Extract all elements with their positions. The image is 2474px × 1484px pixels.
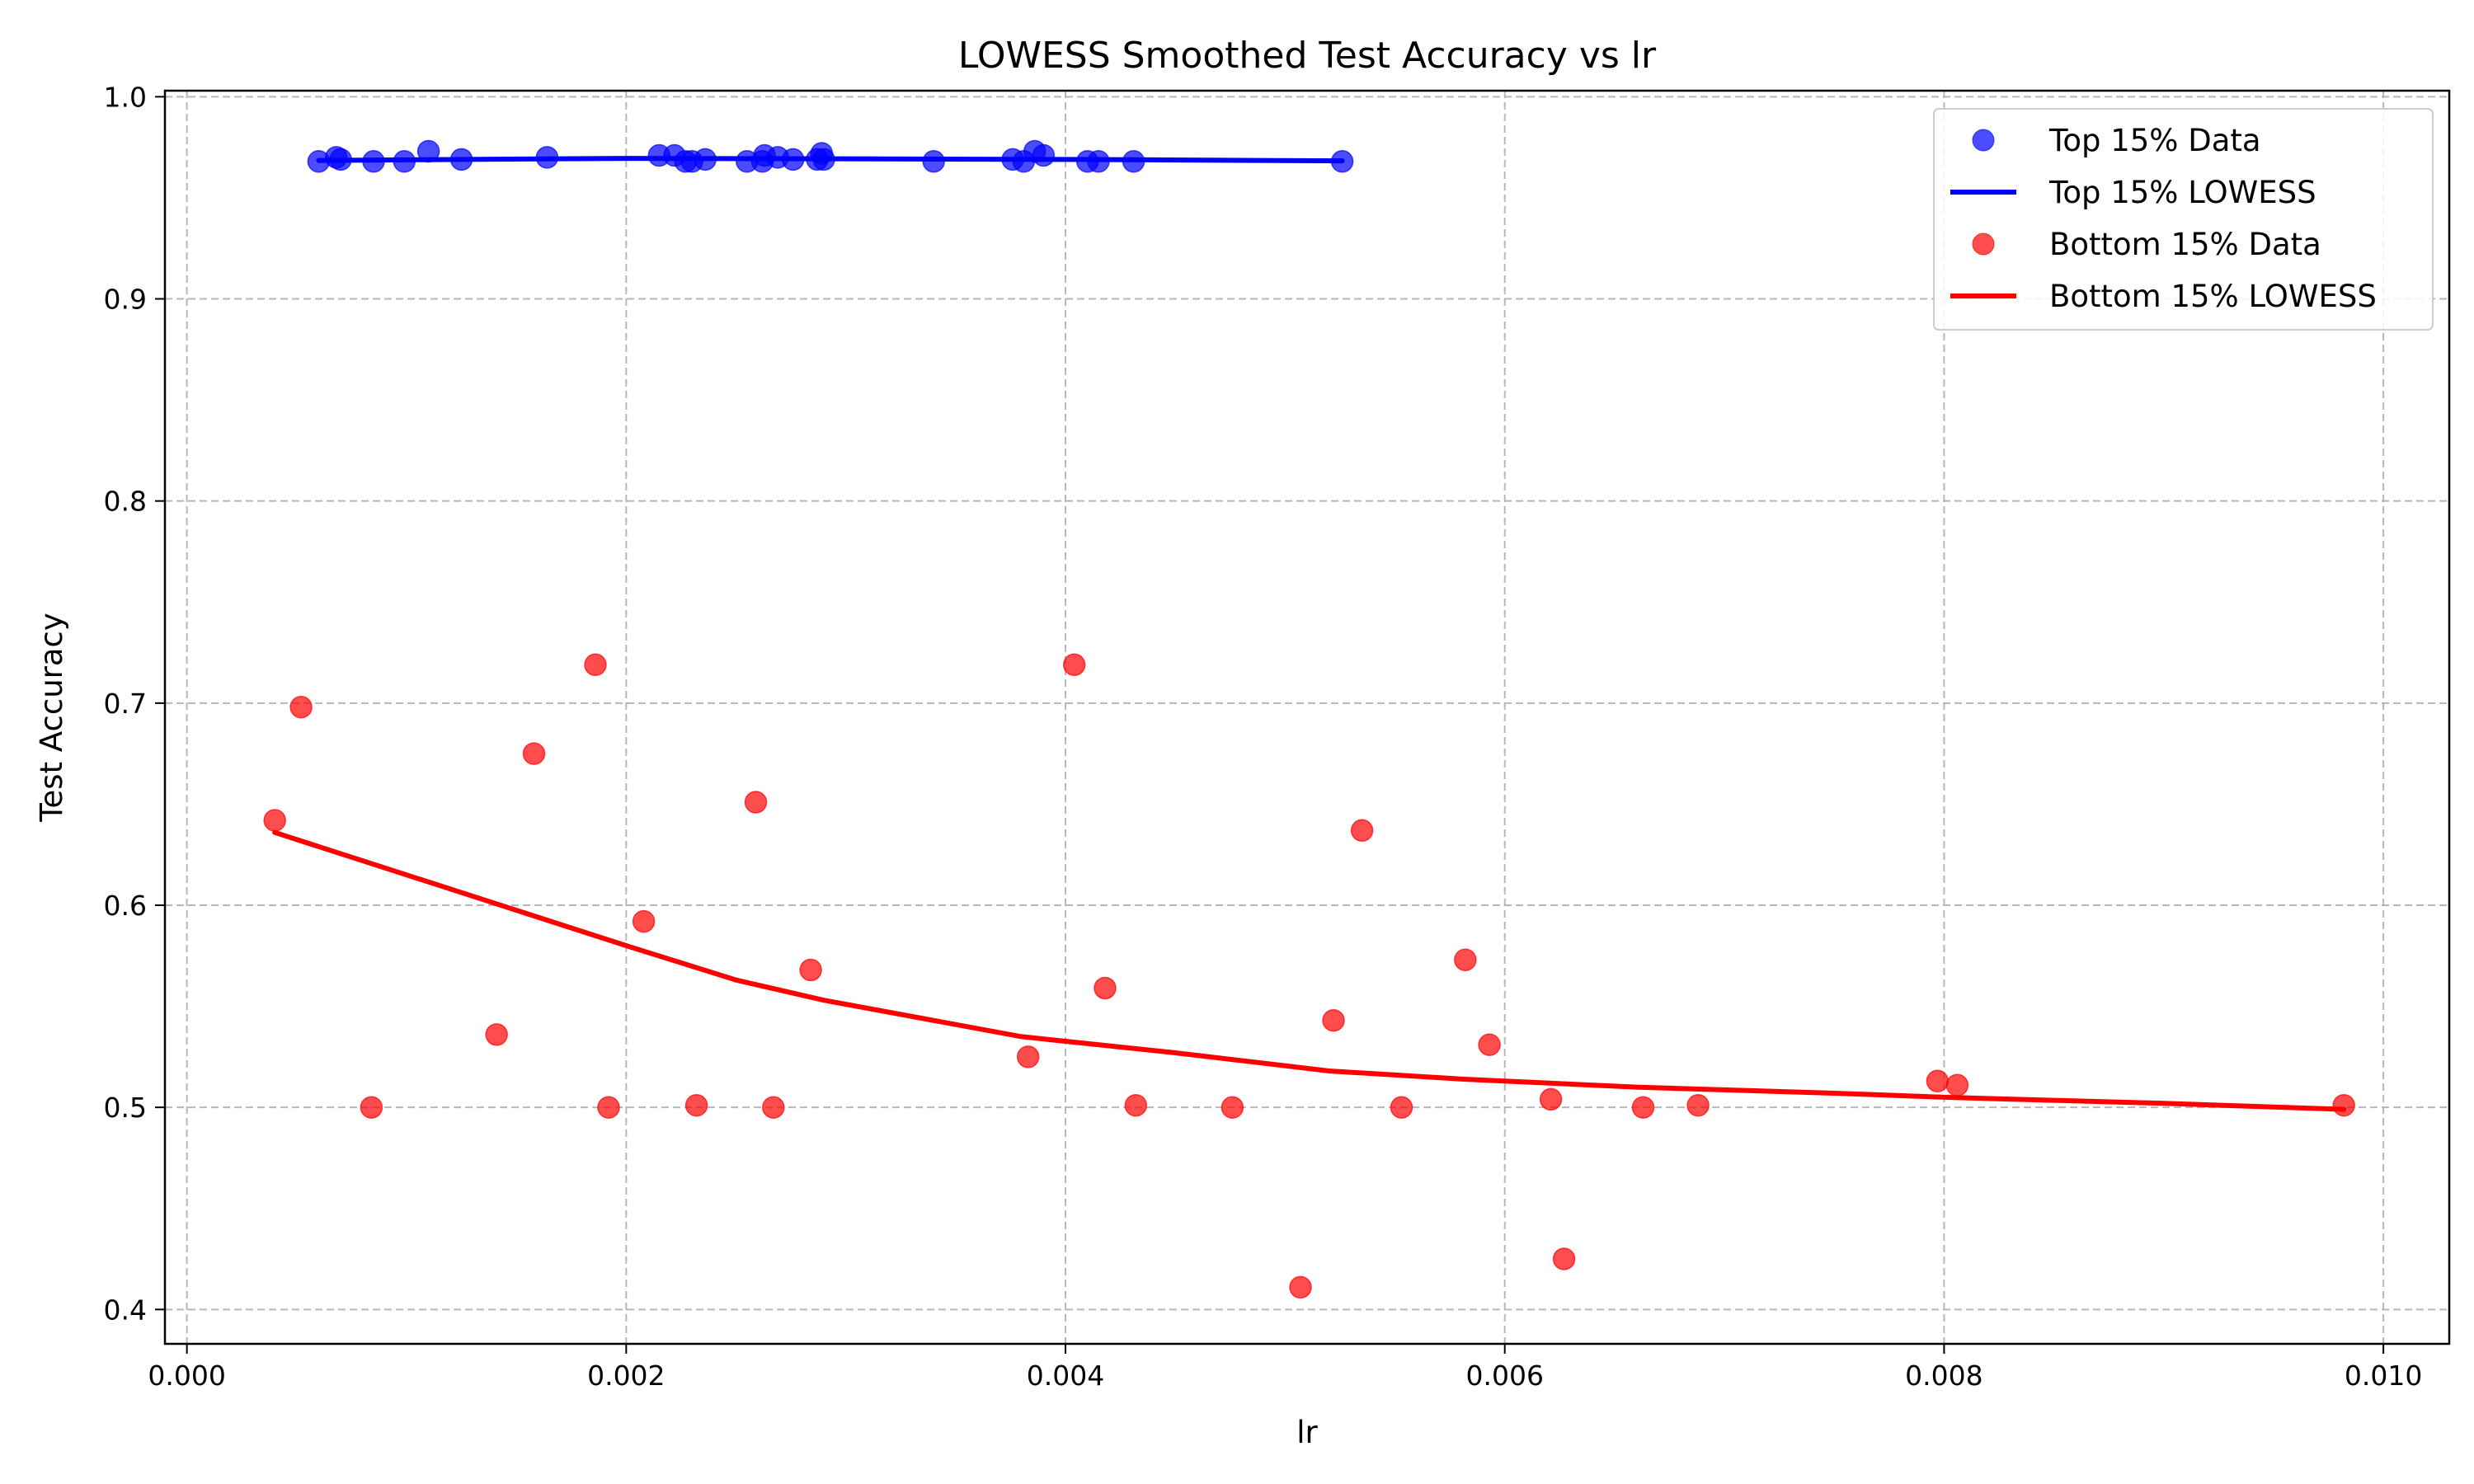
data-point [597, 1096, 620, 1119]
y-tick-label: 0.5 [104, 1092, 147, 1124]
y-tick-label: 0.7 [104, 688, 147, 720]
data-point [1094, 976, 1117, 1000]
data-point [799, 958, 822, 982]
data-point [1322, 1008, 1345, 1032]
legend-marker-swatch [1972, 129, 1995, 152]
data-point [1390, 1096, 1413, 1119]
data-point [1016, 1045, 1040, 1068]
data-point [1539, 1087, 1563, 1111]
data-point [584, 653, 607, 677]
axes: 0.000 0.002 0.004 0.006 0.008 0.010 0.4 0.5 0.6 0… [104, 81, 2423, 1392]
legend-label: Bottom 15% Data [2049, 227, 2321, 262]
data-point [1945, 1073, 1969, 1097]
legend-marker-swatch [1972, 232, 1995, 256]
series-3 [272, 829, 2347, 1112]
series-1 [316, 156, 1345, 164]
chart-title: LOWESS Smoothed Test Accuracy vs lr [958, 35, 1657, 77]
plot-frame [163, 89, 2451, 1345]
y-tick-label: 0.8 [104, 486, 147, 518]
data-point [1552, 1247, 1576, 1270]
data-point [1289, 1275, 1312, 1299]
x-tick-label: 0.008 [1905, 1360, 1982, 1392]
data-point [1032, 143, 1056, 167]
data-point [1124, 1093, 1148, 1117]
legend-label: Top 15% LOWESS [2048, 175, 2316, 210]
data-point [1454, 948, 1477, 971]
legend: Top 15% Data Top 15% LOWESS Bottom 15% Dat… [1933, 108, 2434, 331]
data-point [1631, 1096, 1655, 1119]
lowess-line [272, 829, 2347, 1112]
x-tick-label: 0.006 [1465, 1360, 1543, 1392]
data-point [485, 1023, 508, 1046]
legend-label: Bottom 15% LOWESS [2049, 279, 2377, 314]
data-point [684, 1093, 708, 1117]
data-point [632, 909, 656, 933]
y-tick-label: 0.6 [104, 890, 147, 922]
x-tick-label: 0.002 [587, 1360, 665, 1392]
data-point [2332, 1093, 2355, 1117]
data-point [289, 695, 313, 719]
x-axis-label: lr [1296, 1415, 1318, 1450]
x-tick-label: 0.000 [148, 1360, 225, 1392]
lowess-line [316, 156, 1345, 164]
series-layer [263, 139, 2355, 1299]
data-point [744, 791, 768, 814]
data-point [263, 809, 286, 832]
data-point [1478, 1033, 1501, 1056]
x-tick-label: 0.010 [2345, 1360, 2422, 1392]
y-tick-label: 1.0 [104, 81, 147, 113]
data-point [360, 1096, 383, 1119]
series-2 [263, 653, 2355, 1299]
x-tick-label: 0.004 [1027, 1360, 1104, 1392]
legend-box [1933, 108, 2434, 331]
legend-label: Top 15% Data [2048, 123, 2261, 158]
y-tick-label: 0.9 [104, 284, 147, 316]
data-point [1221, 1096, 1244, 1119]
data-point [1926, 1069, 1950, 1093]
data-point [1686, 1093, 1710, 1117]
y-tick-label: 0.4 [104, 1294, 147, 1326]
y-axis-label: Test Accuracy [34, 613, 69, 823]
data-point [1350, 819, 1374, 843]
data-point [1062, 653, 1086, 677]
grid [165, 91, 2449, 1344]
data-point [522, 742, 546, 765]
data-point [762, 1096, 785, 1119]
